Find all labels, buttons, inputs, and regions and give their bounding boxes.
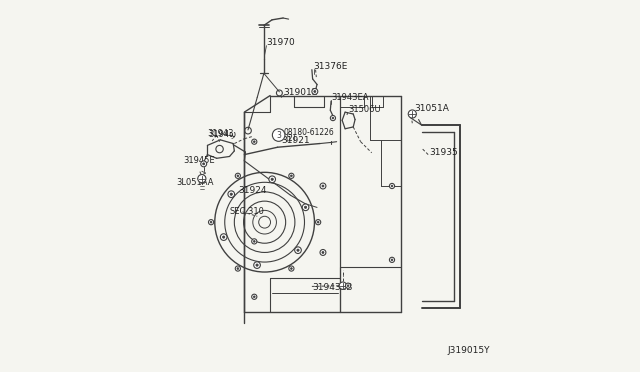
Text: 31901E: 31901E [283,89,317,97]
Circle shape [253,296,255,298]
Circle shape [305,206,307,208]
Text: 3: 3 [276,131,281,140]
Circle shape [236,266,241,271]
Circle shape [198,174,206,183]
Text: 31376E: 31376E [314,61,348,71]
Text: 31924: 31924 [239,186,268,195]
Circle shape [332,117,334,119]
Text: (2): (2) [285,134,296,143]
Text: 31506U: 31506U [348,105,381,114]
Circle shape [252,239,257,244]
Circle shape [408,110,417,118]
Circle shape [322,251,324,253]
Circle shape [271,178,273,180]
Text: 31935: 31935 [429,148,458,157]
Circle shape [289,173,294,179]
Circle shape [201,161,207,167]
Circle shape [210,221,212,223]
Circle shape [237,267,239,269]
Circle shape [291,267,292,269]
Text: 31921: 31921 [281,137,310,145]
Text: 08180-61226: 08180-61226 [284,128,335,137]
Circle shape [317,221,319,223]
Circle shape [237,175,239,177]
Text: 31943: 31943 [208,129,234,138]
Circle shape [269,176,275,183]
Circle shape [203,163,205,165]
Circle shape [346,283,351,288]
Circle shape [253,240,255,242]
Circle shape [297,249,299,251]
Circle shape [230,193,232,195]
Circle shape [252,139,257,144]
Circle shape [347,285,349,286]
Circle shape [253,141,255,142]
Circle shape [252,294,257,299]
Circle shape [389,257,395,262]
Circle shape [289,266,294,271]
Text: 31943EB: 31943EB [312,283,353,292]
Text: 3194ϣ: 3194ϣ [209,129,237,138]
Circle shape [228,191,235,198]
Circle shape [320,183,326,189]
Circle shape [236,173,241,179]
Circle shape [316,219,321,225]
Text: J319015Y: J319015Y [447,346,490,355]
Circle shape [391,259,393,261]
Circle shape [209,219,214,225]
Circle shape [291,175,292,177]
Text: 31945E: 31945E [184,156,215,166]
Circle shape [314,90,316,93]
Circle shape [391,185,393,187]
Circle shape [294,247,301,253]
Circle shape [256,264,258,266]
Circle shape [302,204,309,211]
Circle shape [389,183,395,189]
Circle shape [273,129,285,141]
Circle shape [312,89,318,94]
Text: 31970: 31970 [266,38,295,47]
Circle shape [339,282,347,289]
Circle shape [322,185,324,187]
Circle shape [330,115,335,121]
Text: 3L051AA: 3L051AA [176,178,214,187]
Text: SEC.310: SEC.310 [230,207,264,217]
Text: 31051A: 31051A [414,104,449,113]
Circle shape [320,250,326,256]
Text: 31943EA: 31943EA [331,93,369,102]
Circle shape [220,234,227,240]
Circle shape [223,236,225,238]
Circle shape [253,262,260,269]
